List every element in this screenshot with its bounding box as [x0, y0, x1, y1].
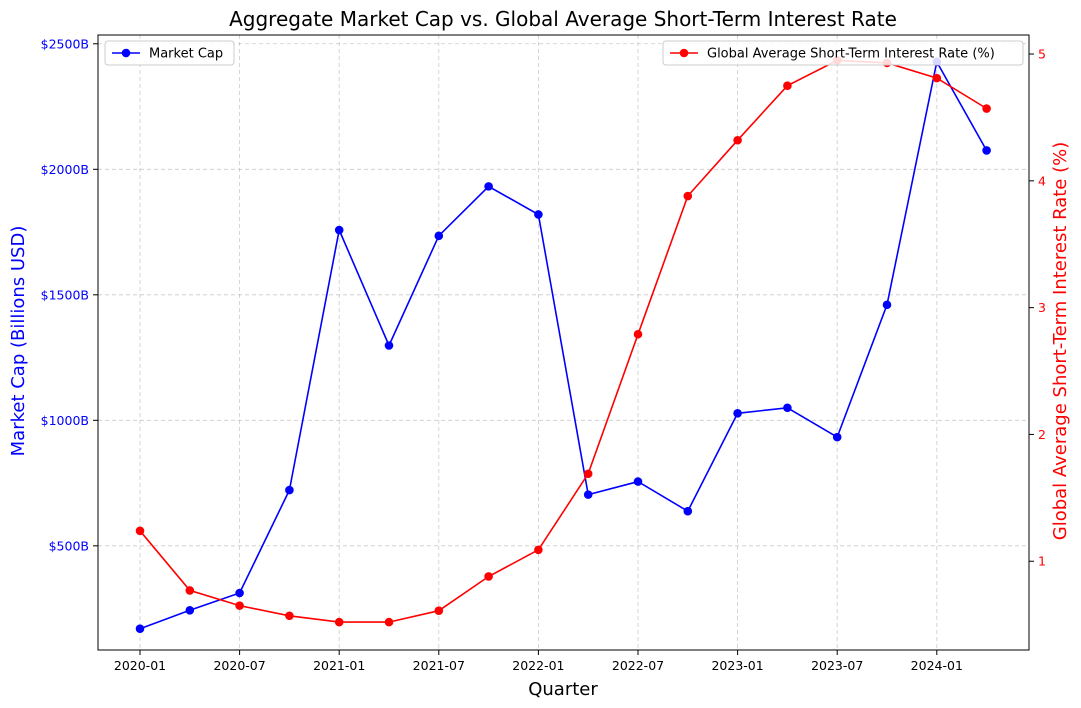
x-axis-label: Quarter — [528, 679, 598, 700]
x-tick-label: 2021-01 — [313, 658, 365, 673]
data-point — [733, 135, 742, 145]
data-point — [534, 545, 543, 555]
data-point — [434, 231, 444, 241]
left-y-tick-label: $1000B — [41, 413, 89, 428]
chart-title: Aggregate Market Cap vs. Global Average … — [229, 7, 897, 31]
x-tick-label: 2022-01 — [512, 658, 564, 673]
data-point — [185, 586, 195, 595]
right-y-axis-label: Global Average Short-Term Interest Rate … — [1050, 142, 1071, 541]
legends: Market Cap Global Average Short-Term Inte… — [104, 40, 1024, 66]
data-point — [484, 572, 493, 581]
x-tick-label: 2024-01 — [911, 658, 963, 673]
data-point — [832, 432, 842, 442]
left-y-tick-label: $2000B — [41, 162, 89, 177]
data-point — [235, 601, 244, 610]
x-tick-label: 2020-07 — [213, 658, 265, 673]
data-point — [733, 408, 742, 418]
legend-label: Global Average Short-Term Interest Rate … — [707, 47, 995, 62]
data-point — [633, 477, 643, 486]
left-y-tick-label: $2500B — [41, 36, 89, 51]
series-line-market-cap — [139, 59, 988, 630]
data-point — [683, 191, 693, 201]
data-point — [982, 104, 991, 113]
grid — [98, 35, 1029, 650]
right-y-tick-label: 3 — [1038, 300, 1046, 315]
legend-label: Market Cap — [149, 47, 223, 62]
legend-box — [104, 40, 235, 66]
data-point — [334, 225, 344, 235]
data-point — [135, 526, 145, 536]
left-y-tick-label: $500B — [49, 538, 89, 553]
right-y-tick-label: 1 — [1038, 554, 1046, 569]
data-point — [434, 606, 444, 615]
data-point — [334, 617, 344, 627]
data-point — [534, 210, 543, 219]
data-point — [135, 624, 145, 633]
data-point — [783, 403, 792, 413]
right-y-tick-label: 4 — [1038, 173, 1046, 188]
data-point — [982, 146, 991, 155]
legend-box — [662, 40, 1024, 66]
axes: 2020-01 2020-07 2021-01 2021-07 2022-01 2022-… — [41, 34, 1046, 673]
data-point — [882, 300, 892, 310]
left-y-axis-label: Market Cap (Billions USD) — [8, 226, 29, 457]
data-point — [583, 490, 593, 499]
data-point — [384, 341, 394, 350]
plot-frame — [97, 34, 1030, 651]
data-point — [633, 329, 643, 339]
data-point — [932, 73, 942, 83]
x-tick-label: 2020-01 — [114, 658, 166, 673]
data-point — [285, 611, 294, 621]
legend-marker — [121, 48, 131, 58]
right-y-tick-label: 5 — [1038, 47, 1046, 62]
data-point — [484, 182, 493, 191]
x-tick-label: 2021-07 — [413, 658, 465, 673]
data-point — [384, 617, 394, 627]
right-y-tick-label: 2 — [1038, 427, 1046, 442]
legend-marker — [679, 48, 689, 58]
data-point — [285, 485, 294, 495]
x-tick-label: 2023-07 — [811, 658, 863, 673]
x-tick-label: 2023-01 — [711, 658, 763, 673]
series — [135, 56, 991, 633]
data-point — [783, 81, 792, 91]
data-point — [583, 469, 593, 479]
left-y-tick-label: $1500B — [41, 287, 89, 302]
data-point — [185, 606, 195, 615]
data-point — [235, 588, 244, 598]
data-point — [683, 506, 693, 516]
x-tick-label: 2022-07 — [612, 658, 664, 673]
